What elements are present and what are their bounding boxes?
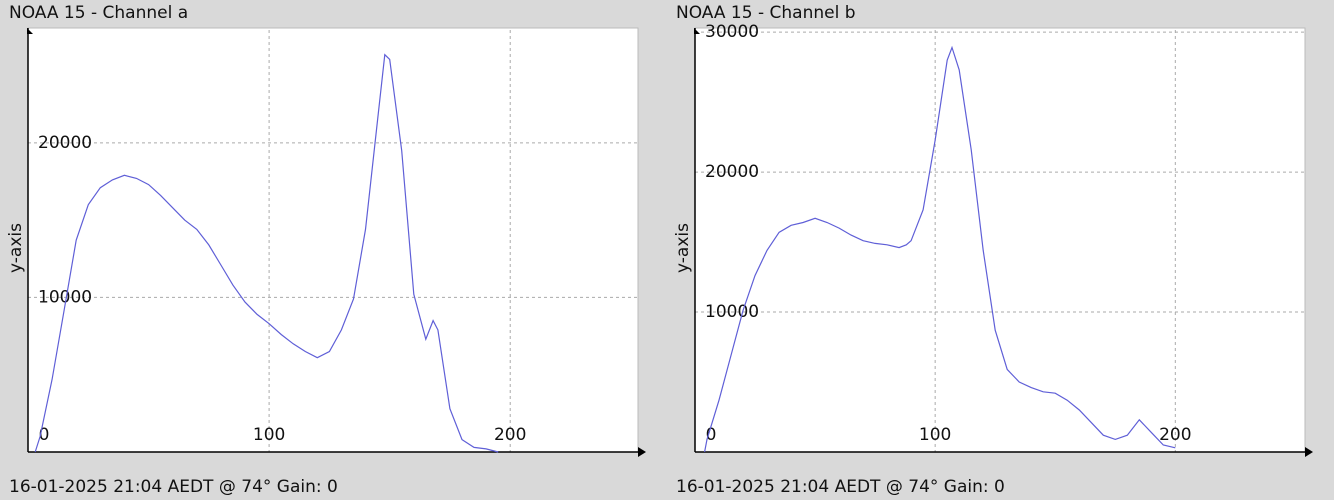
- plot-area: [694, 27, 1306, 453]
- footer-text: 16-01-2025 21:04 AEDT @ 74° Gain: 0: [676, 477, 1005, 497]
- data-line: [704, 45, 1176, 453]
- y-tick-label: 10000: [38, 287, 92, 307]
- y-axis-label: y-axis: [6, 223, 26, 273]
- y-tick-label: 20000: [38, 133, 92, 153]
- y-axis-arrow: [694, 28, 700, 34]
- x-tick-label: 100: [919, 425, 951, 445]
- plot-area: [27, 27, 639, 453]
- x-axis-arrow: [638, 447, 646, 457]
- x-tick-label: 0: [39, 425, 50, 445]
- y-tick-label: 20000: [705, 162, 759, 182]
- x-tick-label: 200: [494, 425, 526, 445]
- y-axis-arrow: [27, 28, 33, 34]
- chart-title: NOAA 15 - Channel b: [676, 3, 856, 23]
- x-tick-label: 200: [1159, 425, 1191, 445]
- x-axis-arrow: [1305, 447, 1313, 457]
- y-axis-label: y-axis: [673, 223, 693, 273]
- x-tick-label: 100: [253, 425, 285, 445]
- y-tick-label: 10000: [705, 302, 759, 322]
- footer-text: 16-01-2025 21:04 AEDT @ 74° Gain: 0: [9, 477, 338, 497]
- y-tick-label: 30000: [705, 22, 759, 42]
- x-tick-label: 0: [706, 425, 717, 445]
- chart-title: NOAA 15 - Channel a: [9, 3, 188, 23]
- data-line: [34, 53, 499, 453]
